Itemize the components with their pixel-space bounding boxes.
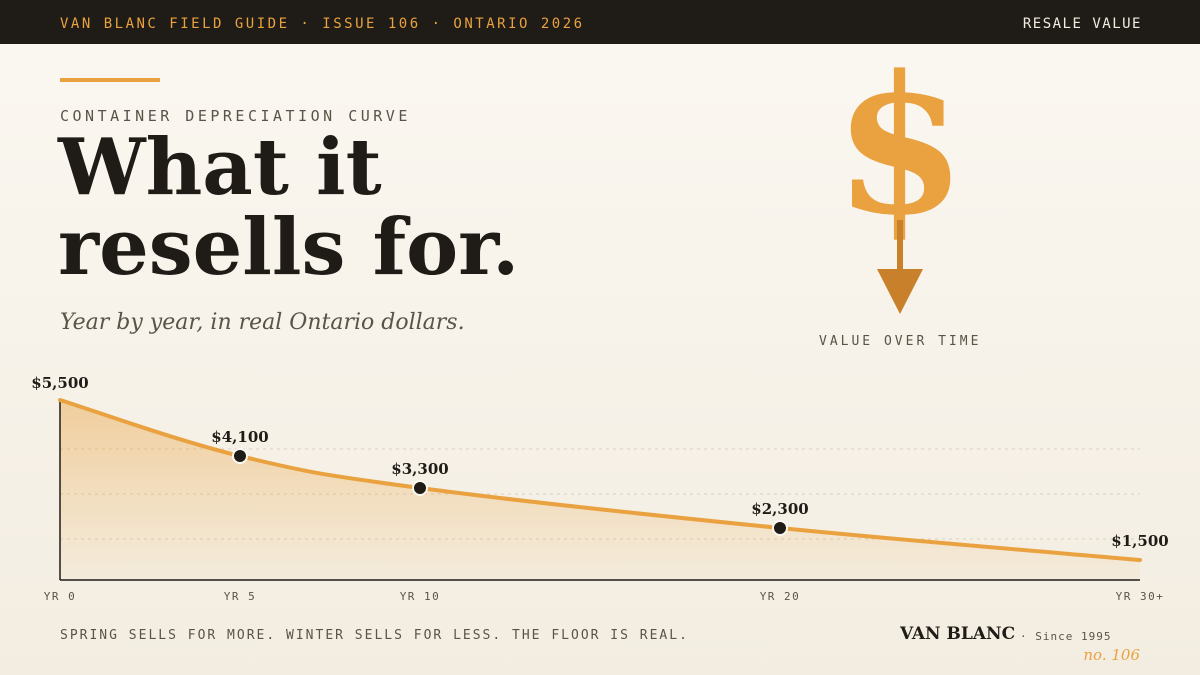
emblem-caption: VALUE OVER TIME bbox=[819, 334, 982, 349]
x-tick-label: YR 10 bbox=[400, 590, 441, 603]
subtitle: Year by year, in real Ontario dollars. bbox=[60, 310, 465, 335]
x-tick-label: YR 20 bbox=[760, 590, 801, 603]
top-bar: VAN BLANC FIELD GUIDE · ISSUE 106 · ONTA… bbox=[0, 0, 1200, 44]
arrow-shaft bbox=[897, 220, 903, 274]
accent-rule bbox=[60, 78, 160, 82]
headline: What it resells for. bbox=[58, 128, 519, 288]
brand-since: · Since 1995 bbox=[1020, 630, 1112, 643]
publication-line: VAN BLANC FIELD GUIDE · ISSUE 106 · ONTA… bbox=[60, 16, 585, 32]
value-line bbox=[58, 398, 1142, 562]
data-point bbox=[772, 520, 788, 536]
brand-logo: VAN BLANC bbox=[900, 624, 1016, 644]
kicker: CONTAINER DEPRECIATION CURVE bbox=[60, 107, 411, 125]
x-tick-label: YR 30+ bbox=[1116, 590, 1165, 603]
value-label: $4,100 bbox=[211, 428, 268, 446]
footer-note: SPRING SELLS FOR MORE. WINTER SELLS FOR … bbox=[60, 628, 689, 643]
value-label: $1,500 bbox=[1111, 532, 1168, 550]
x-tick-label: YR 5 bbox=[224, 590, 257, 603]
value-label: $5,500 bbox=[31, 374, 88, 392]
dollar-down-arrow-icon: $ bbox=[834, 44, 966, 314]
value-label: $2,300 bbox=[751, 500, 808, 518]
area-fill bbox=[60, 400, 1140, 580]
issue-number: no. 106 bbox=[1083, 646, 1140, 664]
depreciation-chart: $5,500 YR 0 $4,100 YR 5 $3,300 YR 10 $2,300 YR … bbox=[31, 374, 1168, 603]
data-point bbox=[232, 448, 248, 464]
x-tick-label: YR 0 bbox=[44, 590, 77, 603]
data-point bbox=[412, 480, 428, 496]
section-label: RESALE VALUE bbox=[1022, 16, 1142, 32]
arrow-head bbox=[877, 269, 923, 314]
headline-line-2: resells for. bbox=[58, 202, 520, 293]
value-label: $3,300 bbox=[391, 460, 448, 478]
headline-line-1: What it bbox=[58, 122, 382, 213]
